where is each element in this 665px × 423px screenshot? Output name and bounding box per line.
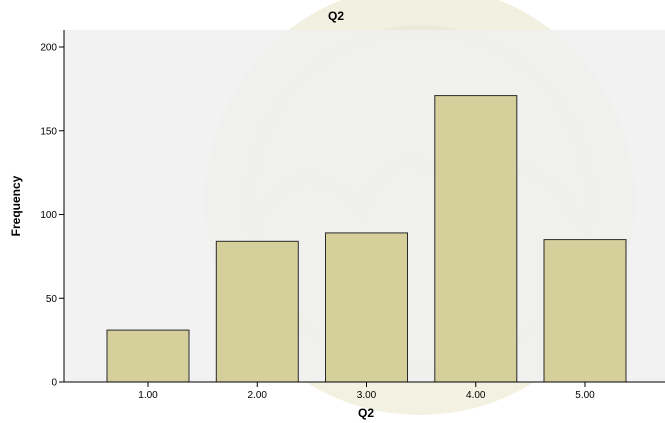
y-tick-label: 100 (40, 210, 57, 221)
x-tick-label: 1.00 (138, 390, 158, 401)
y-tick-label: 50 (46, 294, 58, 305)
bar-1.00 (106, 329, 190, 383)
y-tick-label: 150 (40, 126, 57, 137)
y-tick-label: 0 (51, 378, 57, 389)
x-tick-label: 5.00 (575, 390, 595, 401)
bars-group (106, 95, 627, 383)
chart-title: Q2 (328, 9, 344, 23)
bar-3.00 (325, 232, 408, 383)
y-axis: 0 50 100 150 200 (40, 30, 65, 389)
x-tick-label: 2.00 (248, 390, 268, 401)
y-axis-label: Frequency (9, 175, 23, 236)
y-tick-label: 200 (40, 43, 57, 54)
x-tick-label: 3.00 (357, 390, 377, 401)
bar-2.00 (215, 240, 299, 383)
bar-5.00 (543, 239, 627, 383)
x-tick-label: 4.00 (466, 390, 486, 401)
x-axis-label: Q2 (358, 406, 374, 420)
bar-4.00 (434, 95, 518, 383)
x-axis: 1.00 2.00 3.00 4.00 5.00 (64, 381, 665, 401)
